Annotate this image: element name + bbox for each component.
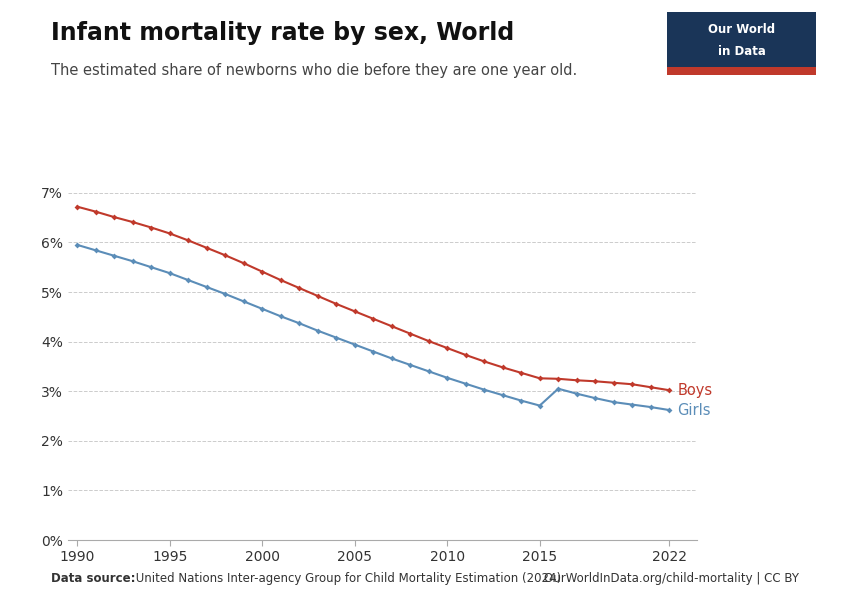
Text: OurWorldInData.org/child-mortality | CC BY: OurWorldInData.org/child-mortality | CC … (544, 572, 799, 585)
Text: United Nations Inter-agency Group for Child Mortality Estimation (2024): United Nations Inter-agency Group for Ch… (132, 572, 561, 585)
Text: Data source:: Data source: (51, 572, 135, 585)
Text: in Data: in Data (717, 44, 766, 58)
Text: Infant mortality rate by sex, World: Infant mortality rate by sex, World (51, 21, 514, 45)
Text: The estimated share of newborns who die before they are one year old.: The estimated share of newborns who die … (51, 63, 577, 78)
Text: Girls: Girls (677, 403, 711, 418)
Text: Boys: Boys (677, 383, 712, 398)
Text: Our World: Our World (708, 23, 775, 36)
